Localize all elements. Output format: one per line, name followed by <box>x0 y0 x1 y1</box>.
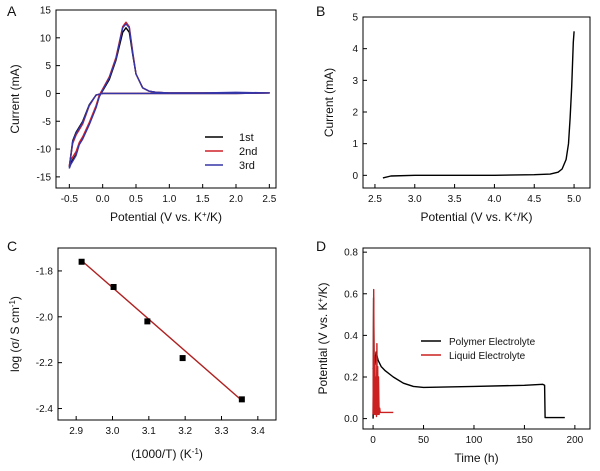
x-tick-label: 50 <box>418 435 430 446</box>
y-axis-title-text: Current (mA) <box>322 68 336 137</box>
y-axis-title-tail: ) <box>8 296 22 300</box>
y-axis-title: log (σ/ S cm-1) <box>8 296 23 372</box>
panel-letter: C <box>7 238 17 254</box>
x-tick-label: 0.0 <box>96 194 110 205</box>
y-tick-label: -10 <box>37 145 52 156</box>
x-axis-title-text: Potential (V vs. K <box>110 210 202 224</box>
panel-letter: A <box>7 3 17 19</box>
y-tick-label: 5 <box>45 61 51 72</box>
data-point <box>78 258 85 265</box>
x-axis-title: Potential (V vs. K+/K) <box>110 210 222 225</box>
x-axis-title-sup: -1 <box>192 447 200 456</box>
x-axis-title-tail: /K) <box>207 210 222 224</box>
x-axis-title-tail: ) <box>199 447 203 461</box>
x-tick-label: 3.4 <box>251 426 265 437</box>
data-point <box>238 396 245 403</box>
plot-frame <box>362 16 591 189</box>
data-point <box>110 283 117 290</box>
x-tick-label: 3.1 <box>142 426 156 437</box>
x-tick-label: 4.5 <box>527 194 541 205</box>
x-tick-label: 4.0 <box>487 194 501 205</box>
panel-c: C 2.9 3.0 3.1 3.2 3.3 3.4 -2.4 -2.2 -2.0 -1.8 (1000… <box>7 238 277 462</box>
x-axis-title: (1000/T) (K-1) <box>131 447 203 462</box>
y-tick-label: 0.6 <box>344 289 358 300</box>
plot-frame <box>362 247 591 430</box>
y-tick-label: 0.4 <box>344 331 358 342</box>
y-tick-label: 1 <box>352 139 358 150</box>
data-point <box>144 318 151 325</box>
y-axis-title-text: Potential (V vs. K <box>316 302 330 394</box>
y-axis-title-text: log (σ/ S cm <box>8 307 22 372</box>
x-tick-label: 2.0 <box>229 194 243 205</box>
x-axis-title-sup: + <box>513 210 518 219</box>
x-tick-label: 3.5 <box>448 194 462 205</box>
y-tick-label: -5 <box>42 117 51 128</box>
panel-a: A -0.5 0.0 0.5 1.0 1.5 2.0 2.5 -15 -10 -5 0 5 10 15 Pot… <box>7 3 277 224</box>
x-tick-label: 3.0 <box>408 194 422 205</box>
x-axis-title: Potential (V vs. K+/K) <box>420 210 532 225</box>
y-tick-label: 0.0 <box>344 414 358 425</box>
legend-label: 3rd <box>239 160 255 172</box>
x-tick-label: 1.0 <box>162 194 176 205</box>
y-tick-label: -1.8 <box>36 266 54 277</box>
y-tick-label: 2 <box>352 108 358 119</box>
x-tick-label: 150 <box>516 435 533 446</box>
y-tick-label: 0.2 <box>344 372 358 383</box>
x-tick-label: 0 <box>370 435 376 446</box>
panel-letter: D <box>316 238 326 254</box>
y-tick-label: -2.2 <box>36 358 54 369</box>
y-axis-title: Current (mA) <box>322 68 336 137</box>
x-tick-label: 0.5 <box>129 194 143 205</box>
y-axis-title-sup: + <box>316 297 325 302</box>
y-tick-label: 0 <box>352 171 358 182</box>
x-axis-title-text: (1000/T) (K <box>131 447 192 461</box>
y-axis-title-sup: -1 <box>8 300 17 308</box>
series-line <box>382 31 575 179</box>
y-tick-label: 0.8 <box>344 248 358 259</box>
data-point <box>179 355 186 362</box>
x-axis-title-text: Potential (V vs. K <box>420 210 512 224</box>
legend-label: Polymer Electrolyte <box>449 337 536 348</box>
panel-b: B 2.5 3.0 3.5 4.0 4.5 5.0 0 1 2 3 4 5 Potential (V vs… <box>316 3 591 225</box>
y-tick-label: 3 <box>352 76 358 87</box>
x-axis-title-tail: /K) <box>517 210 532 224</box>
x-tick-label: 100 <box>466 435 483 446</box>
y-tick-label: 4 <box>352 44 358 55</box>
y-tick-label: 15 <box>40 6 52 17</box>
series-line-liquid-electrolyte <box>372 288 394 418</box>
x-tick-label: 2.5 <box>262 194 276 205</box>
x-tick-label: 3.3 <box>215 426 229 437</box>
plot-frame <box>55 9 277 189</box>
x-tick-label: 2.5 <box>368 194 382 205</box>
y-tick-label: -15 <box>37 172 52 183</box>
y-axis-title-text: Current (mA) <box>8 64 22 133</box>
panel-letter: B <box>316 3 325 19</box>
x-tick-label: 200 <box>567 435 584 446</box>
panel-d: D 0 50 100 150 200 0.0 0.2 0.4 0.6 0.8 Time (h) Pote… <box>316 238 591 465</box>
x-tick-label: 1.5 <box>196 194 210 205</box>
y-tick-label: -2.4 <box>36 404 54 415</box>
legend-label: 2nd <box>239 146 257 158</box>
x-axis-title-sup: + <box>202 210 207 219</box>
x-tick-label: 2.9 <box>69 426 83 437</box>
x-axis-title-text: Time (h) <box>454 451 498 465</box>
legend-label: Liquid Electrolyte <box>449 351 526 362</box>
x-tick-label: -0.5 <box>61 194 79 205</box>
y-tick-label: 10 <box>40 33 52 44</box>
legend-label: 1st <box>239 132 254 144</box>
fit-line <box>81 260 243 402</box>
y-axis-title: Current (mA) <box>8 64 22 133</box>
x-axis-title: Time (h) <box>454 451 498 465</box>
y-tick-label: 5 <box>352 13 358 24</box>
y-tick-label: -2.0 <box>36 312 54 323</box>
y-axis-title: Potential (V vs. K+/K) <box>316 282 331 394</box>
x-tick-label: 3.0 <box>106 426 120 437</box>
x-tick-label: 3.2 <box>178 426 192 437</box>
y-axis-title-tail: /K) <box>316 282 330 297</box>
y-tick-label: 0 <box>45 89 51 100</box>
x-tick-label: 5.0 <box>567 194 581 205</box>
plot-frame <box>57 247 277 421</box>
series-line-3rd <box>68 23 270 169</box>
